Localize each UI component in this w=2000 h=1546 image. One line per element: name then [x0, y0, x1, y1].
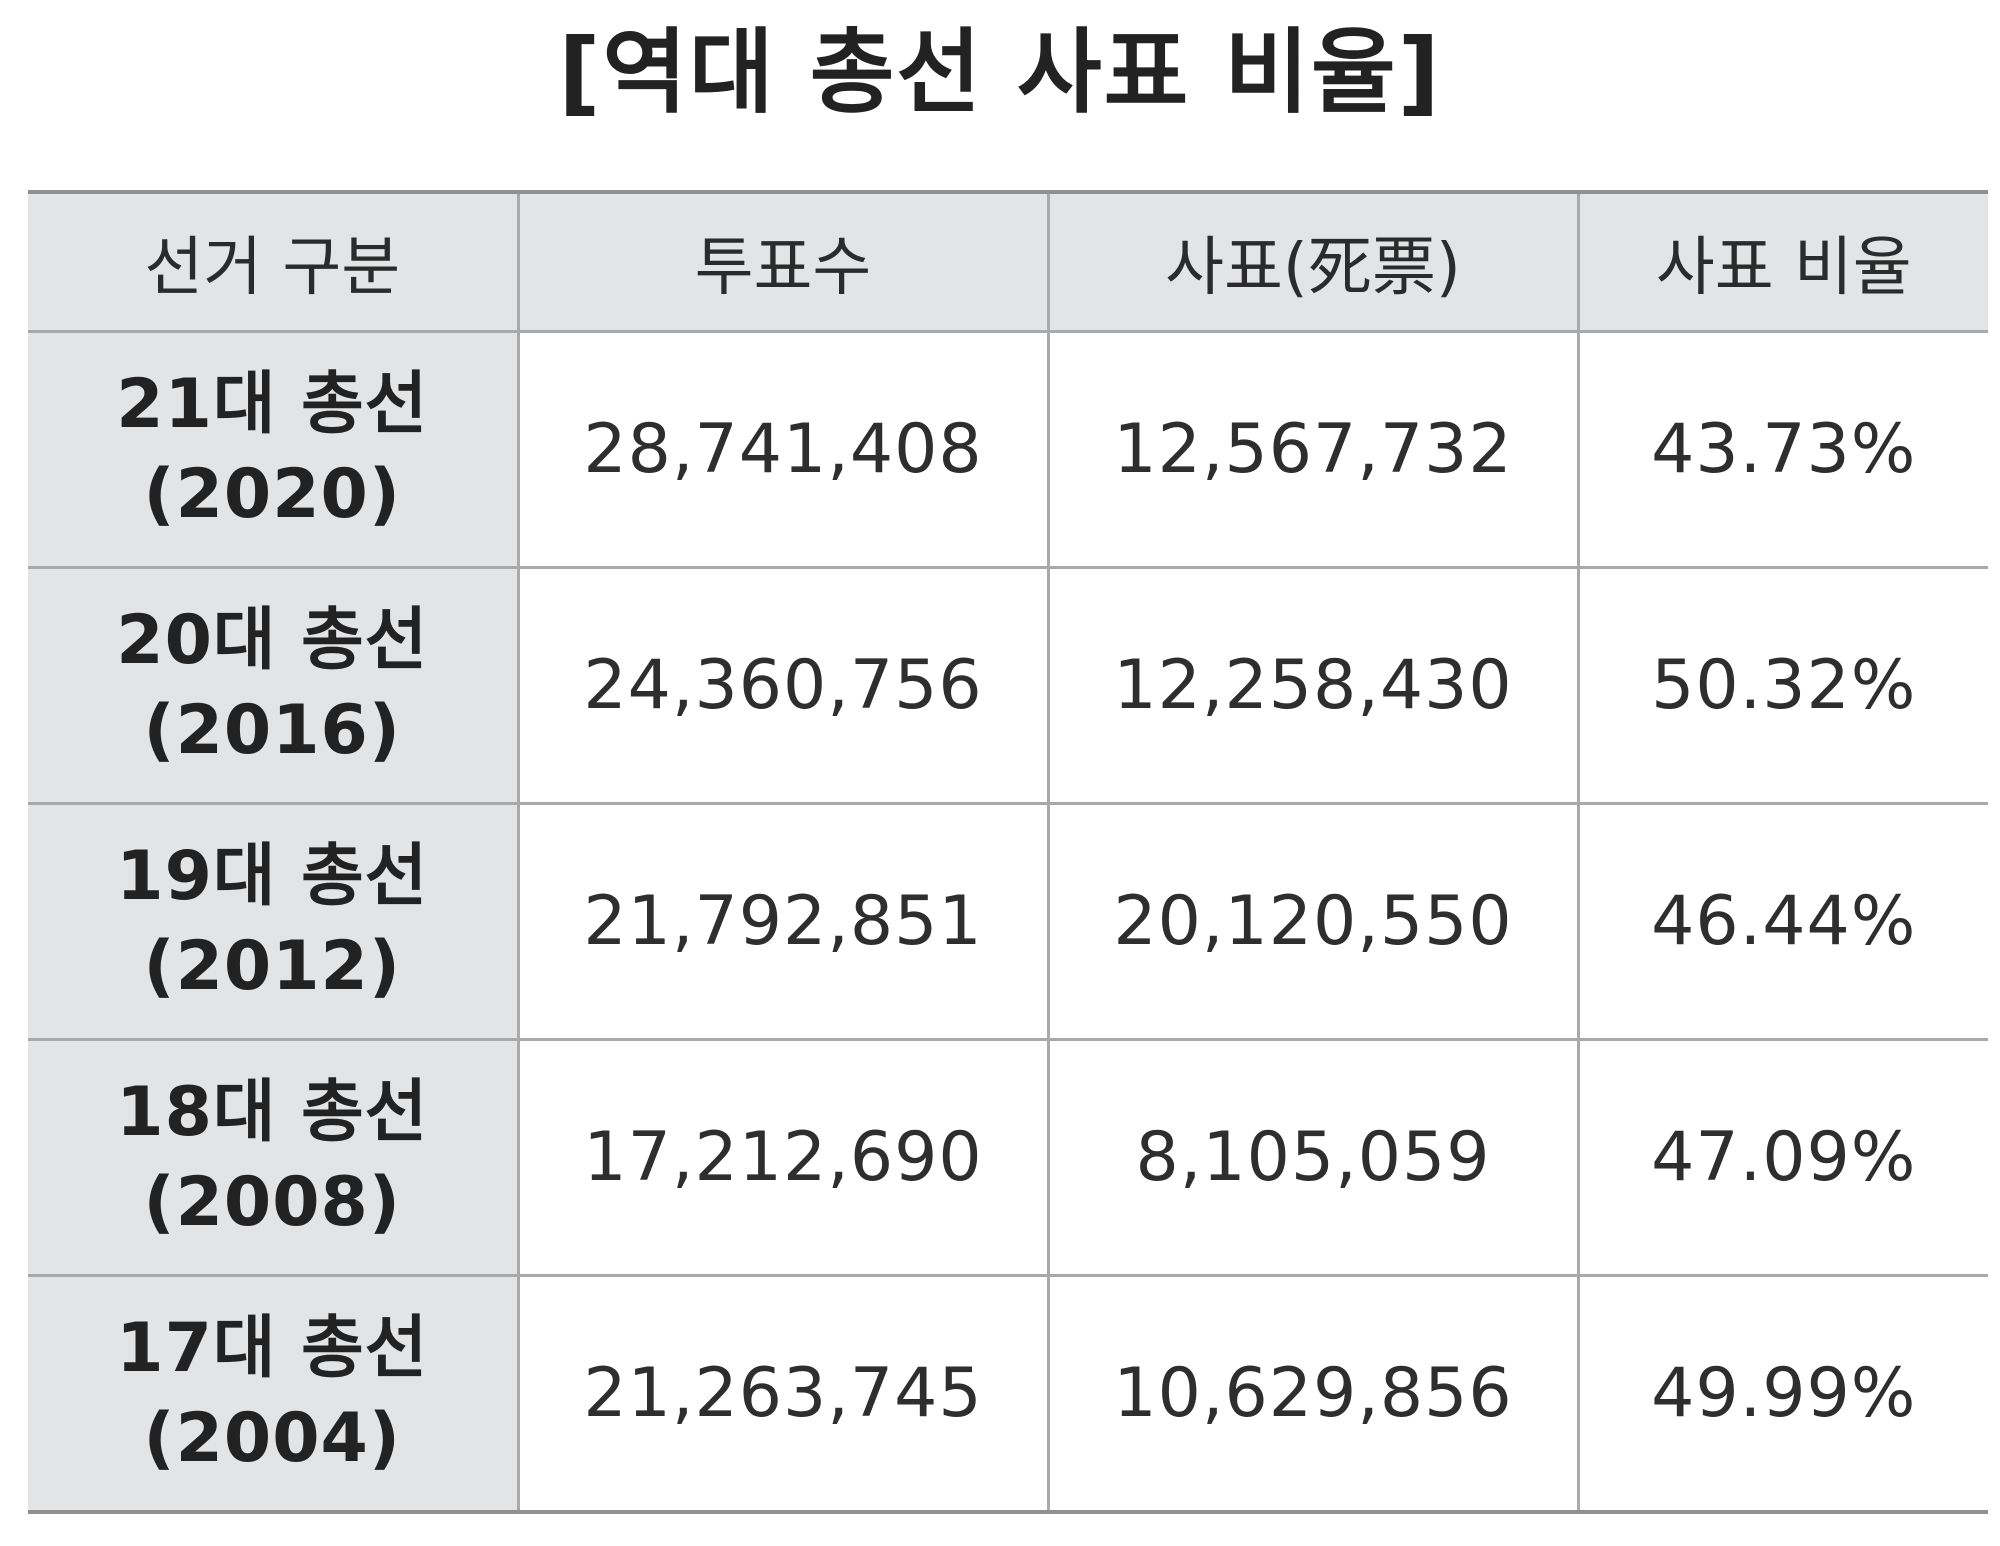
votes-cell: 24,360,756: [516, 566, 1050, 805]
election-cell: 18대 총선 (2008): [28, 1038, 520, 1277]
header-wasted-votes: 사표(死票): [1046, 190, 1580, 333]
election-year: (2020): [143, 454, 401, 534]
votes-cell: 17,212,690: [516, 1038, 1050, 1277]
wasted-ratio-cell: 49.99%: [1576, 1274, 1988, 1514]
table-row: 17대 총선 (2004) 21,263,745 10,629,856 49.9…: [28, 1274, 1988, 1514]
election-year: (2004): [143, 1398, 401, 1478]
table-row: 20대 총선 (2016) 24,360,756 12,258,430 50.3…: [28, 566, 1988, 805]
wasted-votes-cell: 8,105,059: [1046, 1038, 1580, 1277]
election-year: (2012): [143, 926, 401, 1006]
election-year: (2016): [143, 690, 401, 770]
wasted-ratio-cell: 43.73%: [1576, 330, 1988, 569]
table-title: [역대 총선 사표 비율]: [558, 19, 1442, 126]
election-cell: 19대 총선 (2012): [28, 802, 520, 1041]
election-cell: 21대 총선 (2020): [28, 330, 520, 569]
header-election: 선거 구분: [28, 190, 520, 333]
election-name: 21대 총선: [116, 364, 429, 444]
wasted-votes-cell: 12,567,732: [1046, 330, 1580, 569]
election-cell: 17대 총선 (2004): [28, 1274, 520, 1514]
table-header-row: 선거 구분 투표수 사표(死票) 사표 비율: [28, 190, 1988, 333]
votes-cell: 21,792,851: [516, 802, 1050, 1041]
wasted-vote-table: 선거 구분 투표수 사표(死票) 사표 비율 21대 총선 (2020) 28,…: [28, 190, 1988, 1514]
header-votes: 투표수: [516, 190, 1050, 333]
votes-cell: 21,263,745: [516, 1274, 1050, 1514]
table-row: 19대 총선 (2012) 21,792,851 20,120,550 46.4…: [28, 802, 1988, 1041]
wasted-votes-cell: 10,629,856: [1046, 1274, 1580, 1514]
election-name: 19대 총선: [116, 836, 429, 916]
table-row: 21대 총선 (2020) 28,741,408 12,567,732 43.7…: [28, 330, 1988, 569]
election-year: (2008): [143, 1162, 401, 1242]
election-cell: 20대 총선 (2016): [28, 566, 520, 805]
wasted-ratio-cell: 46.44%: [1576, 802, 1988, 1041]
votes-cell: 28,741,408: [516, 330, 1050, 569]
election-name: 18대 총선: [116, 1072, 429, 1152]
wasted-ratio-cell: 47.09%: [1576, 1038, 1988, 1277]
table-row: 18대 총선 (2008) 17,212,690 8,105,059 47.09…: [28, 1038, 1988, 1277]
election-name: 20대 총선: [116, 600, 429, 680]
wasted-ratio-cell: 50.32%: [1576, 566, 1988, 805]
wasted-votes-cell: 20,120,550: [1046, 802, 1580, 1041]
header-wasted-ratio: 사표 비율: [1576, 190, 1988, 333]
wasted-votes-cell: 12,258,430: [1046, 566, 1580, 805]
election-name: 17대 총선: [116, 1308, 429, 1388]
